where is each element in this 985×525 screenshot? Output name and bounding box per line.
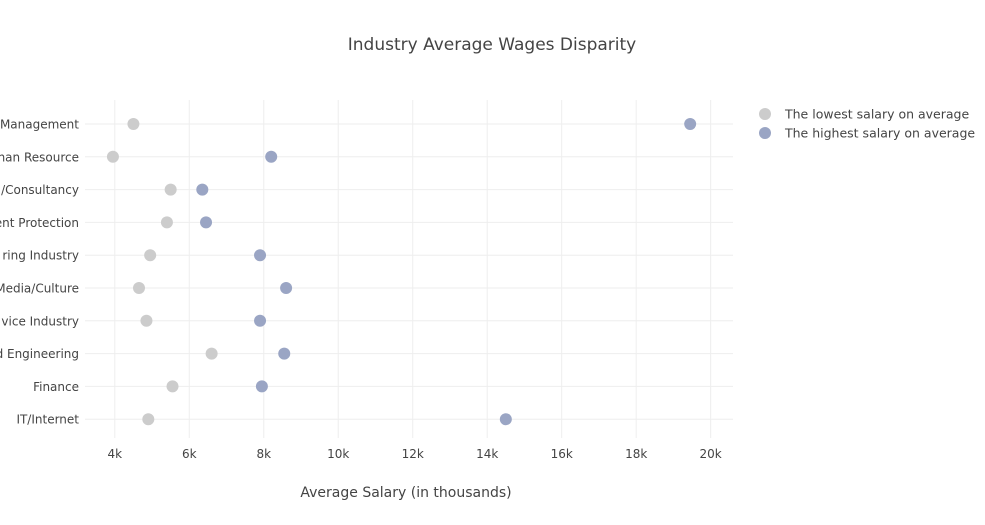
x-tick-label: 16k	[551, 447, 573, 461]
legend-label[interactable]: The highest salary on average	[784, 126, 975, 141]
chart-title: Industry Average Wages Disparity	[348, 35, 637, 55]
category-label: d Engineering	[0, 347, 79, 361]
y-axis-ticks: IT/Internet Finance d Engineering vice Indu…	[0, 118, 79, 427]
point-series-1[interactable]	[164, 183, 177, 196]
legend-marker[interactable]	[759, 108, 771, 120]
x-tick-label: 10k	[327, 447, 349, 461]
point-series-2[interactable]	[499, 413, 512, 426]
point-series-2[interactable]	[684, 118, 697, 130]
point-series-2[interactable]	[254, 249, 267, 262]
category-label: ent Protection	[0, 216, 79, 230]
category-label: Management	[0, 118, 79, 132]
category-label: nan Resource	[0, 150, 79, 164]
point-series-2[interactable]	[196, 183, 209, 196]
point-series-1[interactable]	[160, 216, 173, 229]
x-tick-label: 4k	[107, 447, 122, 461]
point-series-1[interactable]	[142, 413, 155, 426]
x-tick-label: 6k	[182, 447, 197, 461]
point-series-1[interactable]	[133, 282, 145, 294]
category-label: ring Industry	[2, 249, 79, 263]
x-tick-label: 12k	[402, 447, 424, 461]
x-axis-ticks: 4k 6k 8k 10k 12k 14k 16k 18k 20k	[107, 447, 721, 461]
point-series-1[interactable]	[144, 249, 157, 262]
legend-marker[interactable]	[759, 127, 771, 139]
x-axis-title: Average Salary (in thousands)	[300, 485, 511, 501]
x-tick-label: 8k	[256, 447, 271, 461]
category-label: Finance	[33, 380, 79, 394]
category-label: Media/Culture	[0, 282, 79, 296]
point-series-2[interactable]	[278, 347, 291, 360]
category-label: vice Industry	[1, 314, 79, 328]
x-tick-label: 20k	[700, 447, 722, 461]
point-series-2[interactable]	[280, 282, 293, 294]
grid-lines	[85, 100, 733, 438]
point-series-2[interactable]	[200, 216, 213, 229]
point-series-1[interactable]	[166, 380, 179, 393]
point-series-1[interactable]	[140, 314, 153, 327]
data-points	[106, 118, 697, 426]
point-series-2[interactable]	[254, 314, 267, 327]
point-series-2[interactable]	[265, 150, 278, 163]
category-label: /Consultancy	[1, 183, 79, 197]
x-tick-label: 18k	[625, 447, 647, 461]
legend-label[interactable]: The lowest salary on average	[784, 107, 969, 122]
x-tick-label: 14k	[476, 447, 498, 461]
category-label: IT/Internet	[16, 413, 79, 427]
point-series-1[interactable]	[205, 347, 218, 360]
point-series-1[interactable]	[127, 118, 140, 130]
point-series-1[interactable]	[106, 150, 119, 163]
point-series-2[interactable]	[255, 380, 268, 393]
legend[interactable]: The lowest salary on average The highest …	[759, 107, 975, 141]
